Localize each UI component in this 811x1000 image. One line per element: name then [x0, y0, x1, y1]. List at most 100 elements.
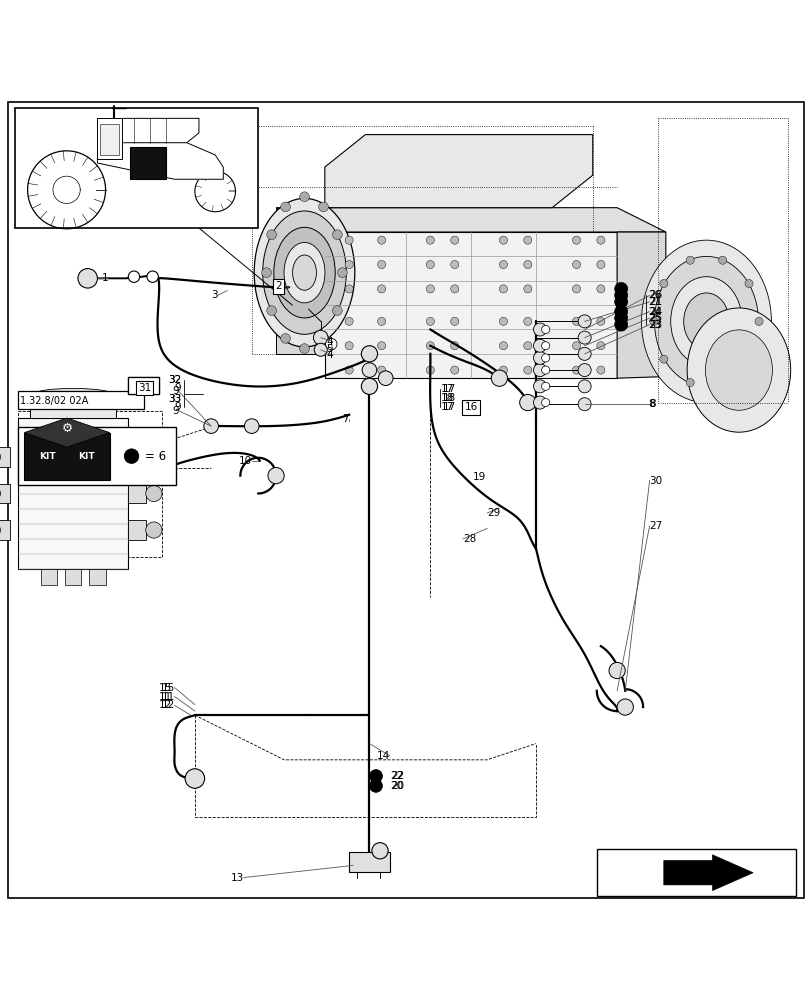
Circle shape [377, 260, 385, 269]
Ellipse shape [292, 255, 316, 290]
Circle shape [541, 342, 549, 350]
Text: 21: 21 [647, 297, 660, 307]
Circle shape [596, 317, 604, 325]
Circle shape [577, 398, 590, 411]
Text: 16: 16 [464, 402, 477, 412]
Circle shape [596, 285, 604, 293]
Text: 9: 9 [172, 406, 178, 416]
Bar [100, 124, 118, 155]
Circle shape [426, 317, 434, 325]
Circle shape [499, 342, 507, 350]
Text: KIT: KIT [39, 452, 55, 461]
Text: 11: 11 [159, 692, 172, 702]
Circle shape [361, 378, 377, 394]
Circle shape [261, 268, 271, 278]
Ellipse shape [654, 256, 757, 386]
Circle shape [268, 468, 284, 484]
Circle shape [499, 366, 507, 374]
Polygon shape [616, 232, 665, 378]
Polygon shape [24, 418, 109, 447]
Bar [18, 418, 128, 569]
Circle shape [541, 325, 549, 334]
Circle shape [499, 260, 507, 269]
Circle shape [267, 306, 277, 315]
Polygon shape [118, 118, 199, 143]
Circle shape [314, 343, 327, 356]
Circle shape [281, 202, 290, 212]
Text: 5: 5 [326, 344, 333, 354]
Circle shape [523, 342, 531, 350]
Circle shape [128, 271, 139, 282]
Circle shape [572, 285, 580, 293]
Circle shape [577, 380, 590, 393]
Bar [128, 377, 159, 394]
Bar [18, 391, 144, 409]
Circle shape [744, 279, 752, 288]
Text: 20: 20 [391, 781, 404, 791]
Text: 17: 17 [442, 402, 455, 412]
Circle shape [299, 344, 309, 353]
Text: 32: 32 [168, 375, 181, 385]
Bar [127, 520, 145, 540]
Bar [89, 569, 105, 585]
Text: ⚙: ⚙ [62, 422, 72, 435]
Circle shape [426, 236, 434, 244]
Circle shape [541, 399, 549, 407]
Text: 23: 23 [647, 320, 660, 330]
Circle shape [332, 306, 341, 315]
Circle shape [685, 256, 693, 264]
Circle shape [718, 256, 726, 264]
Circle shape [499, 317, 507, 325]
Circle shape [345, 236, 353, 244]
Circle shape [533, 380, 546, 393]
Text: 26: 26 [649, 290, 662, 300]
Text: 1: 1 [101, 273, 108, 283]
Circle shape [572, 366, 580, 374]
Circle shape [267, 230, 277, 240]
Circle shape [377, 317, 385, 325]
Bar [349, 852, 389, 872]
Bar [0, 484, 10, 503]
Text: 27: 27 [649, 521, 662, 531]
Circle shape [577, 364, 590, 377]
Circle shape [345, 260, 353, 269]
Text: 31: 31 [138, 383, 151, 393]
Bar [128, 377, 159, 394]
Circle shape [596, 342, 604, 350]
Text: 15: 15 [159, 683, 172, 693]
Text: 25: 25 [647, 313, 660, 323]
Ellipse shape [705, 330, 771, 410]
Circle shape [369, 770, 382, 783]
Circle shape [378, 371, 393, 386]
Text: 17: 17 [442, 384, 455, 394]
Ellipse shape [284, 242, 324, 303]
Text: 9: 9 [174, 383, 181, 393]
Circle shape [541, 354, 549, 362]
Circle shape [450, 260, 458, 269]
Circle shape [533, 396, 546, 409]
Circle shape [523, 236, 531, 244]
Circle shape [450, 342, 458, 350]
Polygon shape [324, 135, 592, 208]
Circle shape [281, 334, 290, 343]
Ellipse shape [30, 388, 115, 403]
Ellipse shape [263, 211, 345, 334]
Circle shape [345, 366, 353, 374]
Text: 2: 2 [275, 281, 281, 291]
Circle shape [614, 295, 627, 308]
Text: 12: 12 [161, 700, 174, 710]
Circle shape [450, 366, 458, 374]
Text: 22: 22 [389, 771, 402, 781]
Text: 10: 10 [238, 456, 251, 466]
Ellipse shape [641, 240, 770, 403]
Circle shape [450, 236, 458, 244]
Bar [127, 484, 145, 503]
Text: 29: 29 [487, 508, 500, 518]
Circle shape [377, 236, 385, 244]
Text: 23: 23 [649, 320, 662, 330]
Text: = 6: = 6 [144, 450, 165, 463]
Circle shape [361, 346, 377, 362]
Text: 8: 8 [647, 399, 654, 409]
Text: 26: 26 [647, 290, 660, 300]
Circle shape [577, 315, 590, 328]
